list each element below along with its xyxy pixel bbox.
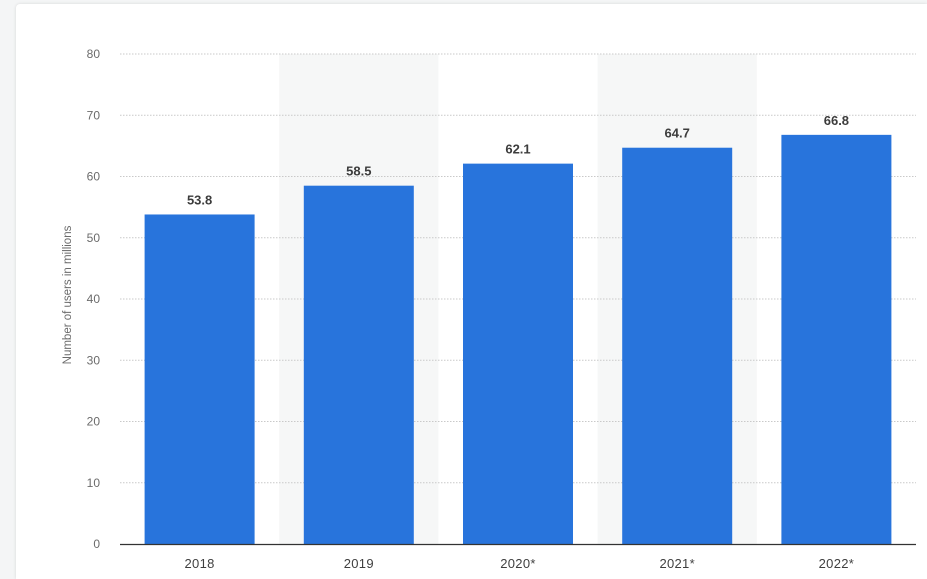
value-label: 58.5 (346, 164, 371, 179)
chart-card: 0 10 20 30 40 50 60 70 80 53.8 58.5 62.1 64.7 66.8 2… (16, 4, 927, 579)
y-tick-label: 40 (87, 292, 101, 306)
value-label: 66.8 (824, 113, 849, 128)
x-tick-label: 2018 (185, 556, 215, 571)
bar-2018[interactable] (144, 214, 255, 544)
y-tick-label: 80 (87, 47, 101, 61)
x-tick-label: 2022* (819, 556, 854, 571)
y-tick-label: 20 (87, 415, 101, 429)
y-tick-label: 70 (87, 108, 101, 122)
x-tick-label: 2019 (344, 556, 374, 571)
bar-2019[interactable] (303, 185, 414, 544)
y-tick-label: 50 (87, 231, 101, 245)
y-tick-label: 30 (87, 353, 101, 367)
bar-2021*[interactable] (622, 147, 733, 544)
value-label: 64.7 (665, 126, 690, 141)
value-labels: 53.8 58.5 62.1 64.7 66.8 (187, 113, 849, 208)
x-tick-label: 2021* (659, 556, 694, 571)
x-axis-labels: 2018 2019 2020* 2021* 2022* (185, 556, 854, 571)
bars (144, 134, 892, 544)
x-tick-label: 2020* (500, 556, 535, 571)
y-tick-label: 10 (87, 476, 101, 490)
bar-2020*[interactable] (463, 163, 573, 544)
y-axis-ticks: 0 10 20 30 40 50 60 70 80 (87, 47, 101, 551)
bar-2022*[interactable] (781, 134, 892, 544)
bar-chart: 0 10 20 30 40 50 60 70 80 53.8 58.5 62.1 64.7 66.8 2… (62, 47, 916, 571)
value-label: 53.8 (187, 192, 212, 207)
y-tick-label: 60 (87, 170, 101, 184)
value-label: 62.1 (505, 142, 530, 157)
y-tick-label: 0 (93, 537, 100, 551)
y-axis-title: Number of users in millions (62, 225, 74, 364)
